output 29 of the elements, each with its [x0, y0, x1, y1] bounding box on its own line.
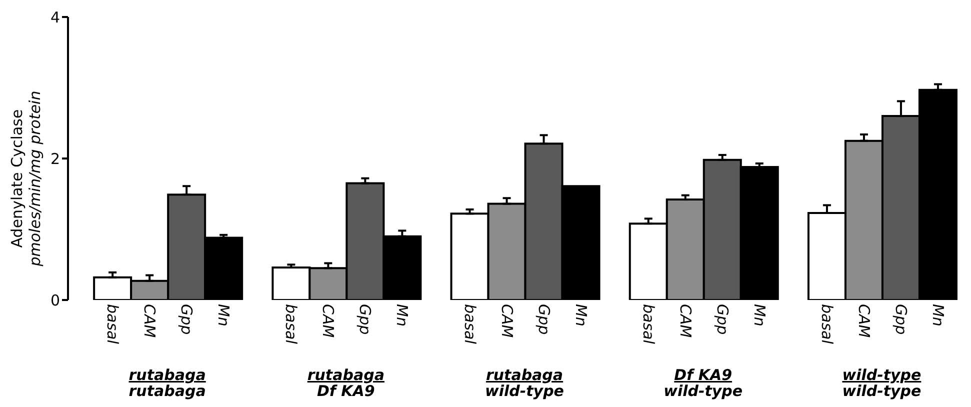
text: basal — [818, 304, 836, 344]
x-tick-label: rutabaga Df KA9 — [307, 366, 384, 400]
text: basal — [460, 304, 479, 344]
x-tick-label: rutabaga rutabaga — [128, 366, 206, 400]
text: Gpp — [178, 304, 196, 335]
x-tick-label: rutabaga wild-type — [485, 366, 564, 400]
text: Gpp — [713, 304, 732, 335]
text: CAM — [676, 304, 694, 338]
y-axis-title: Adenylate Cyclase pmoles/min/mg protein — [8, 90, 44, 268]
text: Mn — [572, 304, 590, 326]
text: Gpp — [356, 304, 374, 335]
y-tick-label: 0 — [50, 291, 60, 310]
text: Mn — [750, 304, 768, 326]
x-tick-label: Df KA9 wild-type — [664, 366, 743, 400]
text: CAM — [140, 304, 159, 338]
x-tick-label: wild-type wild-type — [842, 366, 922, 400]
text: basal — [282, 304, 300, 344]
text: CAM — [498, 304, 516, 338]
text: basal — [639, 304, 658, 344]
text: CAM — [854, 304, 873, 338]
y-tick-label: 4 — [50, 8, 60, 26]
text: CAM — [319, 304, 338, 338]
text: Gpp — [534, 304, 553, 335]
text: Mn — [928, 304, 947, 326]
text: Gpp — [892, 304, 910, 335]
text: Mn — [214, 304, 233, 326]
y-tick-label: 2 — [50, 150, 60, 168]
text: basal — [104, 304, 122, 345]
text: Mn — [393, 304, 412, 326]
